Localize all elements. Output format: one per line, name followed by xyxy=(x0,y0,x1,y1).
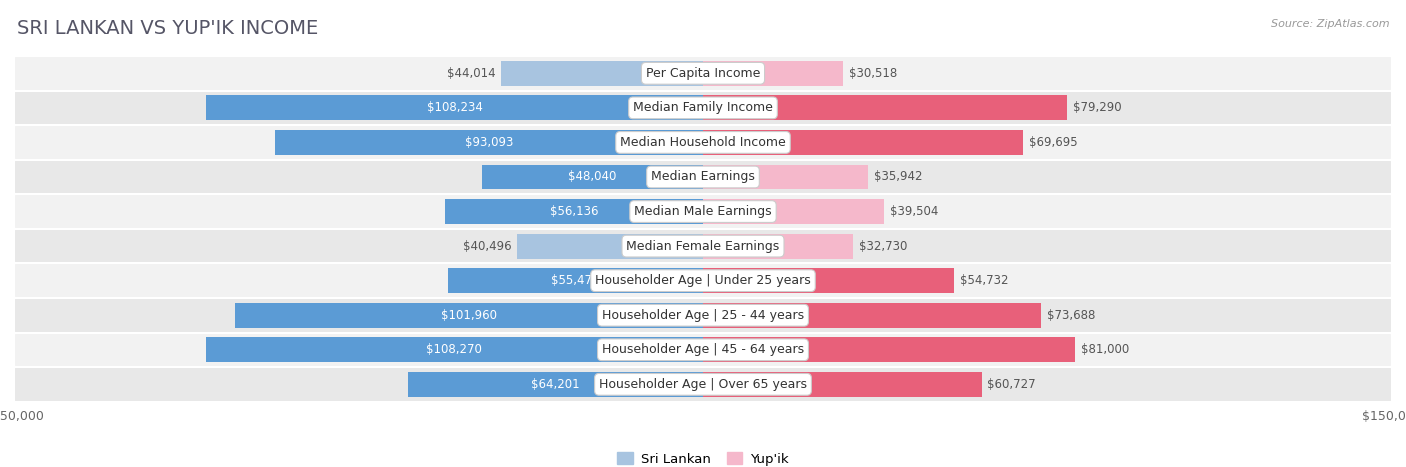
Bar xyxy=(14,56,1392,91)
Text: $32,730: $32,730 xyxy=(859,240,907,253)
Bar xyxy=(703,372,981,397)
Text: $44,014: $44,014 xyxy=(447,67,495,80)
Bar xyxy=(14,194,1392,229)
Text: $54,732: $54,732 xyxy=(960,274,1008,287)
Bar xyxy=(703,234,853,259)
Bar xyxy=(14,333,1392,367)
Text: Source: ZipAtlas.com: Source: ZipAtlas.com xyxy=(1271,19,1389,28)
Text: Median Earnings: Median Earnings xyxy=(651,170,755,184)
Bar xyxy=(276,130,703,155)
Text: Median Household Income: Median Household Income xyxy=(620,136,786,149)
Text: $108,270: $108,270 xyxy=(426,343,482,356)
Bar xyxy=(205,95,703,120)
Legend: Sri Lankan, Yup'ik: Sri Lankan, Yup'ik xyxy=(612,447,794,467)
Text: $101,960: $101,960 xyxy=(441,309,496,322)
Bar xyxy=(14,125,1392,160)
Text: $30,518: $30,518 xyxy=(849,67,897,80)
Bar xyxy=(408,372,703,397)
Text: $93,093: $93,093 xyxy=(465,136,513,149)
Bar xyxy=(517,234,703,259)
Text: Householder Age | Under 25 years: Householder Age | Under 25 years xyxy=(595,274,811,287)
Text: Median Male Earnings: Median Male Earnings xyxy=(634,205,772,218)
Text: $73,688: $73,688 xyxy=(1047,309,1095,322)
Bar xyxy=(703,164,868,190)
Text: Median Female Earnings: Median Female Earnings xyxy=(627,240,779,253)
Text: $55,470: $55,470 xyxy=(551,274,600,287)
Bar xyxy=(449,268,703,293)
Bar xyxy=(703,130,1024,155)
Bar xyxy=(14,298,1392,333)
Text: Median Family Income: Median Family Income xyxy=(633,101,773,114)
Text: $64,201: $64,201 xyxy=(531,378,579,391)
Text: Per Capita Income: Per Capita Income xyxy=(645,67,761,80)
Text: $79,290: $79,290 xyxy=(1073,101,1122,114)
Bar xyxy=(14,160,1392,194)
Bar xyxy=(703,61,844,86)
Bar xyxy=(446,199,703,224)
Bar xyxy=(703,303,1042,328)
Text: $69,695: $69,695 xyxy=(1029,136,1077,149)
Bar xyxy=(14,263,1392,298)
Text: $35,942: $35,942 xyxy=(873,170,922,184)
Text: $56,136: $56,136 xyxy=(550,205,599,218)
Bar xyxy=(501,61,703,86)
Text: Householder Age | 25 - 44 years: Householder Age | 25 - 44 years xyxy=(602,309,804,322)
Text: $81,000: $81,000 xyxy=(1081,343,1129,356)
Bar xyxy=(703,268,955,293)
Text: Householder Age | Over 65 years: Householder Age | Over 65 years xyxy=(599,378,807,391)
Text: SRI LANKAN VS YUP'IK INCOME: SRI LANKAN VS YUP'IK INCOME xyxy=(17,19,318,38)
Bar xyxy=(703,199,884,224)
Bar xyxy=(205,337,703,362)
Bar xyxy=(235,303,703,328)
Bar xyxy=(703,337,1076,362)
Bar xyxy=(14,367,1392,402)
Bar xyxy=(482,164,703,190)
Bar xyxy=(14,91,1392,125)
Text: $108,234: $108,234 xyxy=(426,101,482,114)
Text: $60,727: $60,727 xyxy=(987,378,1036,391)
Text: $48,040: $48,040 xyxy=(568,170,617,184)
Text: Householder Age | 45 - 64 years: Householder Age | 45 - 64 years xyxy=(602,343,804,356)
Text: $40,496: $40,496 xyxy=(463,240,512,253)
Text: $39,504: $39,504 xyxy=(890,205,938,218)
Bar xyxy=(703,95,1067,120)
Bar xyxy=(14,229,1392,263)
